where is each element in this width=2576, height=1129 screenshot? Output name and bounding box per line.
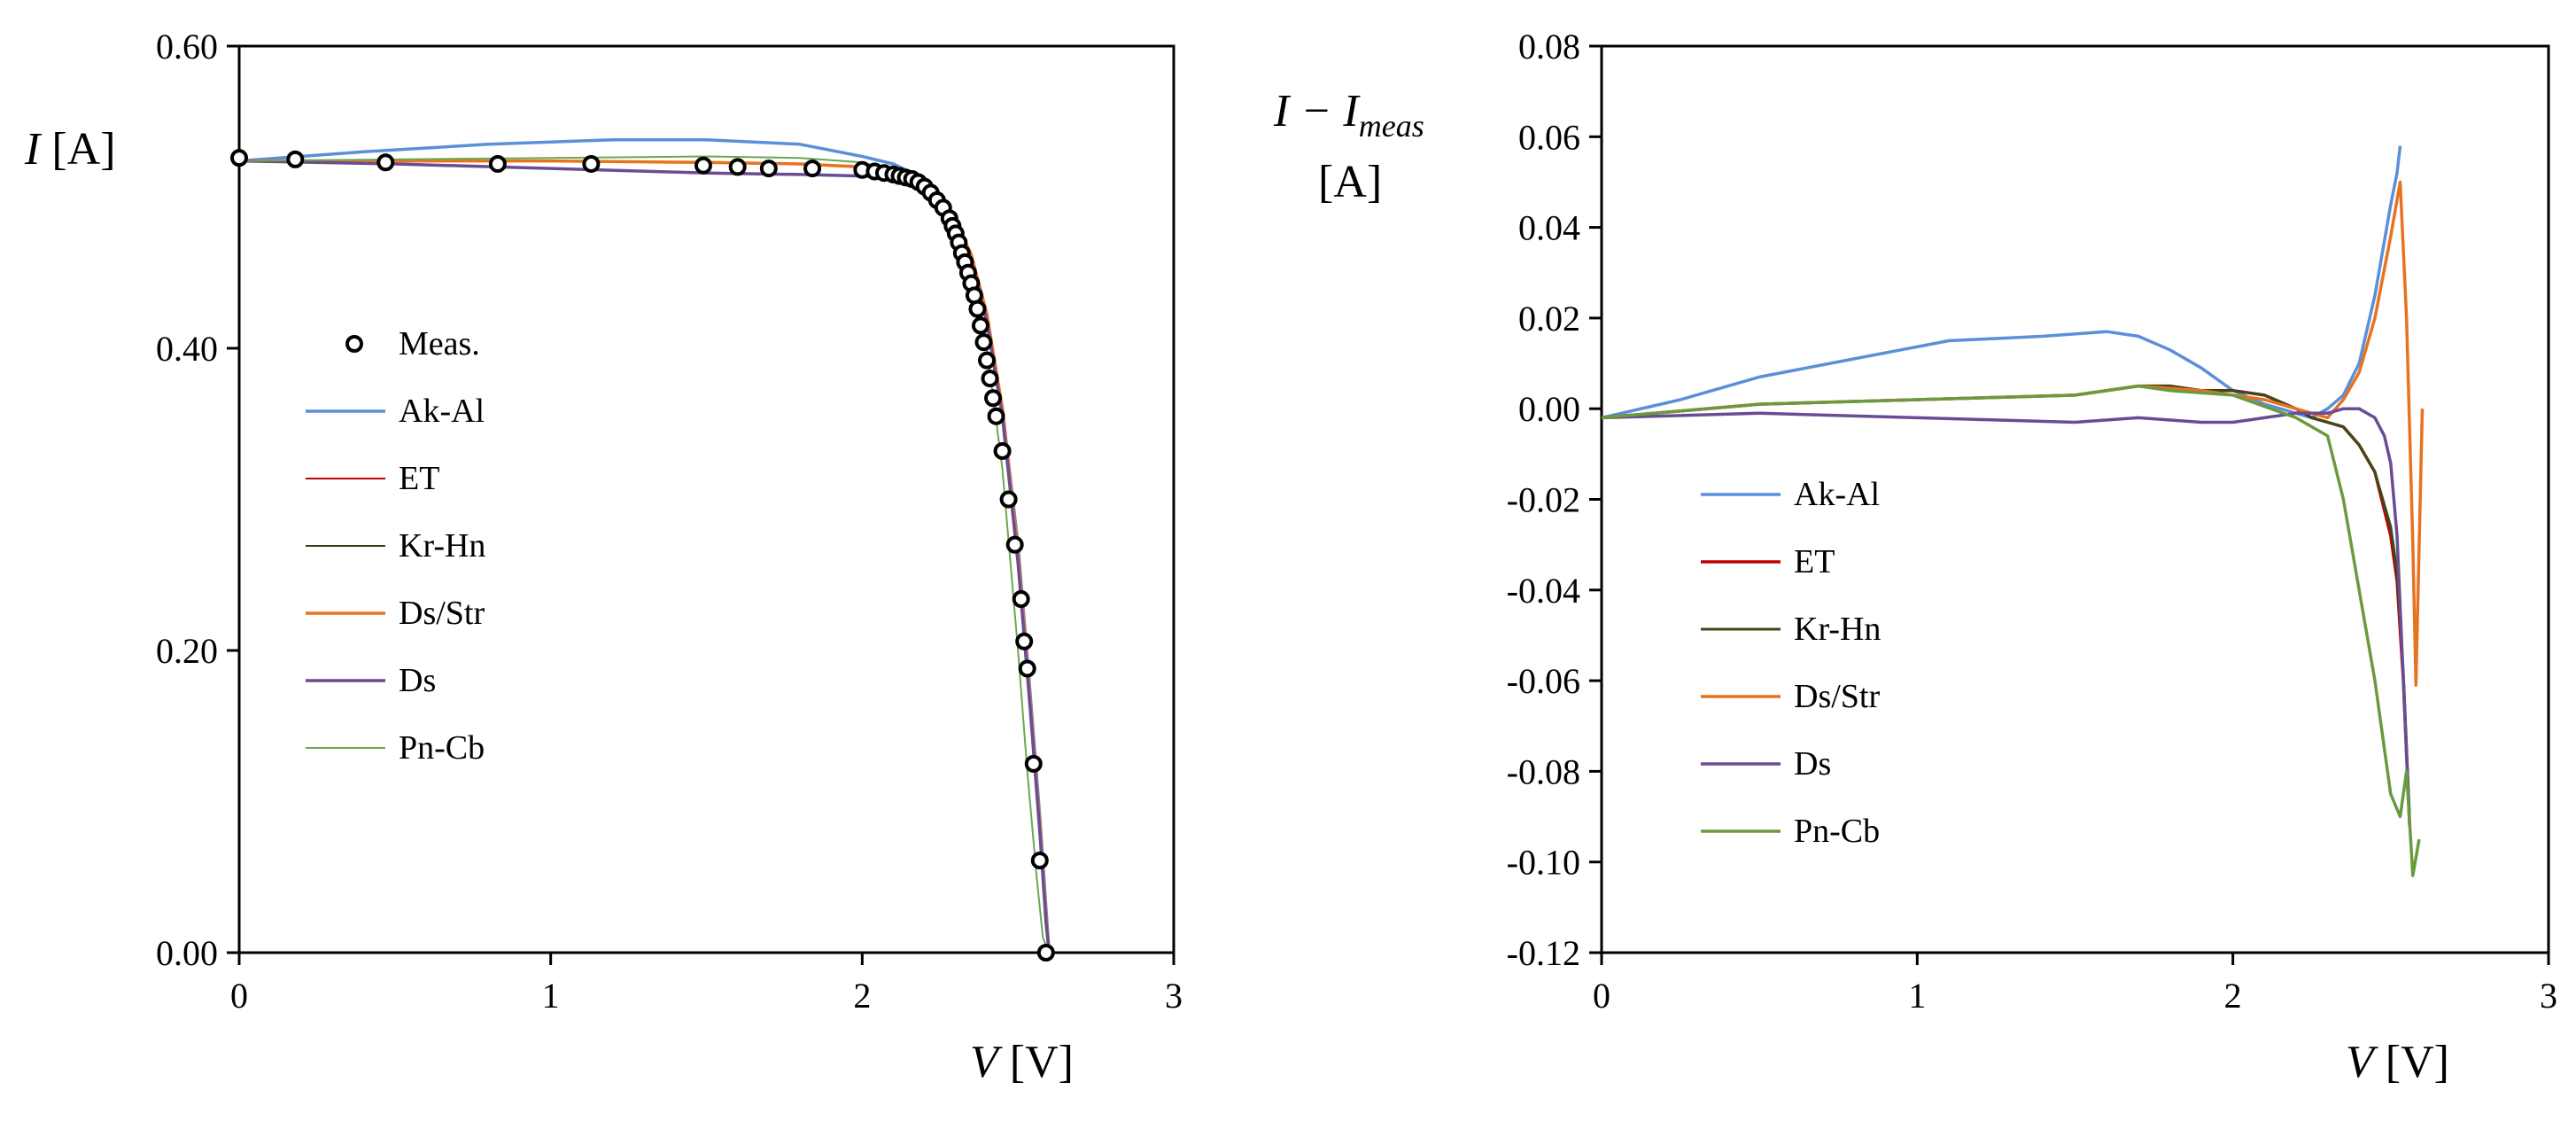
y-tick-label: -0.08 <box>1507 751 1580 791</box>
legend: Ak-Al ET Kr-Hn Ds/Str Ds Pn-Cb <box>1701 476 1881 850</box>
x-tick-label: 0 <box>230 976 248 1016</box>
data-point-meas <box>974 333 993 352</box>
series-line-pn-cb <box>1601 384 2421 877</box>
legend-label-ds-str: Ds/Str <box>399 595 485 632</box>
data-point-meas <box>230 149 248 167</box>
data-point-meas <box>1012 590 1030 609</box>
data-point-meas <box>488 154 507 173</box>
legend-label-meas: Meas. <box>399 325 480 362</box>
legend-label-ds: Ds <box>399 662 436 699</box>
series-line-kr-hn <box>239 160 1051 954</box>
y-tick-label: -0.06 <box>1507 661 1580 701</box>
y-tick-label: -0.10 <box>1507 843 1580 883</box>
series-line-ds-str <box>1601 180 2425 687</box>
x-axis-label: V [V] <box>2346 1037 2449 1087</box>
x-tick-label: 1 <box>542 976 560 1016</box>
data-point-meas <box>376 153 395 172</box>
series-line-et <box>1601 384 2411 826</box>
y-tick-label: -0.04 <box>1507 571 1580 611</box>
series-line-pn-cb <box>238 155 1051 954</box>
y-tick-label: 0.00 <box>1518 389 1580 429</box>
legend-label-et: ET <box>1794 543 1835 580</box>
y-tick-label: 0.20 <box>156 631 218 671</box>
data-point-meas <box>1018 659 1036 678</box>
x-tick-label: 1 <box>1908 976 1926 1016</box>
y-tick-label: -0.02 <box>1507 480 1580 520</box>
x-tick-label: 3 <box>1165 976 1183 1016</box>
data-point-meas <box>993 441 1012 460</box>
legend-label-pn-cb: Pn-Cb <box>1794 813 1880 850</box>
y-tick-label: 0.04 <box>1518 208 1580 248</box>
data-point-meas <box>759 160 778 178</box>
data-point-meas <box>1015 632 1034 650</box>
legend-marker-meas <box>345 335 363 353</box>
plot-frame <box>237 44 1175 954</box>
y-tick-label: 0.40 <box>156 329 218 369</box>
chart-residual: 0 1 2 3 -0.12 -0.10 -0.08 -0.06 -0.04 -0.02 0.00 0.… <box>1273 27 2557 1087</box>
y-axis-label: I [A] <box>24 124 116 175</box>
data-point-meas <box>978 351 996 370</box>
data-point-meas <box>984 389 1003 408</box>
y-tick-label: 0.08 <box>1518 27 1580 66</box>
series-line-ds-str <box>239 159 1051 954</box>
x-tick-label: 0 <box>1593 976 1610 1016</box>
legend-label-ds: Ds <box>1794 745 1831 783</box>
data-point-meas <box>1024 754 1043 773</box>
legend-label-ak-al: Ak-Al <box>399 393 485 430</box>
data-point-meas <box>286 150 305 168</box>
data-point-meas <box>971 316 989 335</box>
x-tick-label: 2 <box>853 976 871 1016</box>
data-point-meas <box>728 158 747 176</box>
legend-label-et: ET <box>399 460 439 497</box>
data-point-meas <box>968 300 987 318</box>
y-axis-label: I − Imeas <box>1273 86 1424 144</box>
data-point-meas <box>582 154 601 173</box>
data-point-meas <box>981 370 999 388</box>
legend-label-kr-hn: Kr-Hn <box>1794 611 1881 648</box>
x-axis-label: V [V] <box>970 1037 1074 1087</box>
y-tick-label: 0.60 <box>156 27 218 66</box>
series-line-kr-hn <box>1601 385 2411 817</box>
y-tick-label: 0.06 <box>1518 117 1580 157</box>
legend-label-kr-hn: Kr-Hn <box>399 527 485 564</box>
x-tick-label: 3 <box>2540 976 2557 1016</box>
series-line-et <box>239 160 1051 954</box>
data-point-meas <box>1030 851 1049 869</box>
data-point-meas <box>803 160 822 178</box>
series-line-ak-al <box>1601 145 2402 420</box>
y-tick-label: 0.00 <box>156 933 218 973</box>
legend-label-ak-al: Ak-Al <box>1794 476 1880 513</box>
x-tick-label: 2 <box>2224 976 2242 1016</box>
legend: Meas. Ak-Al ET Kr-Hn Ds/Str Ds Pn-Cb <box>306 325 485 767</box>
data-point-meas <box>694 156 712 175</box>
data-point-meas <box>1036 944 1055 962</box>
chart-iv: 0 1 2 3 0.00 0.20 0.40 0.60 V [V] I [A] Meas. Ak-Al… <box>24 27 1183 1087</box>
legend-label-ds-str: Ds/Str <box>1794 678 1880 715</box>
y-tick-label: -0.12 <box>1507 933 1580 973</box>
data-point-meas <box>999 490 1018 509</box>
plot-frame <box>1600 44 2550 954</box>
y-axis-unit: [A] <box>1318 157 1382 207</box>
data-point-meas <box>987 407 1005 425</box>
legend-label-pn-cb: Pn-Cb <box>399 729 485 767</box>
data-point-meas <box>1005 535 1024 554</box>
series-line-ds <box>1601 407 2411 826</box>
y-tick-label: 0.02 <box>1518 299 1580 339</box>
series-line-ds <box>238 159 1051 954</box>
